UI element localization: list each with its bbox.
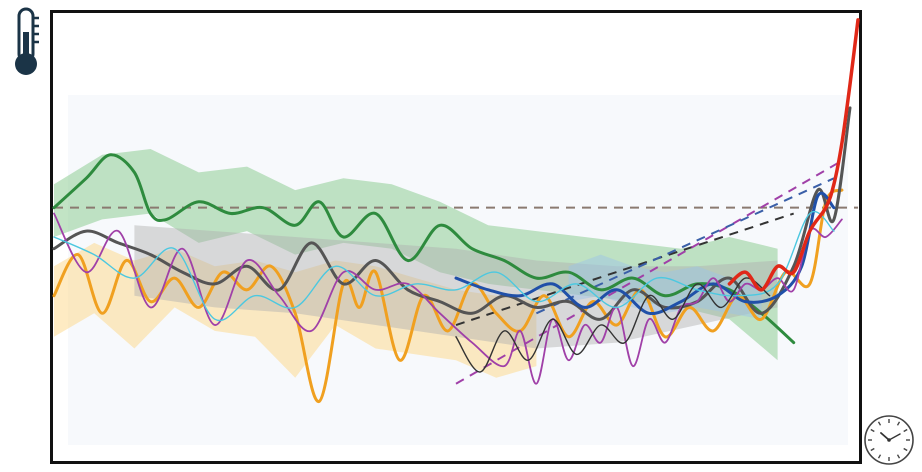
reference-line-2 [455, 212, 794, 326]
reference-line-4 [535, 177, 835, 315]
clock-icon [864, 415, 914, 465]
chart-background-panel [68, 95, 848, 445]
reference-line-3 [455, 159, 843, 385]
chart-plot-area [50, 10, 862, 464]
series-line-7 [455, 277, 771, 373]
series-line-6 [53, 210, 835, 322]
series-lines [52, 18, 860, 403]
uncertainty-band-3 [134, 225, 778, 349]
series-line-8 [727, 18, 860, 292]
series-line-1 [52, 153, 796, 345]
thermometer-icon [15, 7, 39, 75]
uncertainty-band-4 [568, 254, 762, 320]
